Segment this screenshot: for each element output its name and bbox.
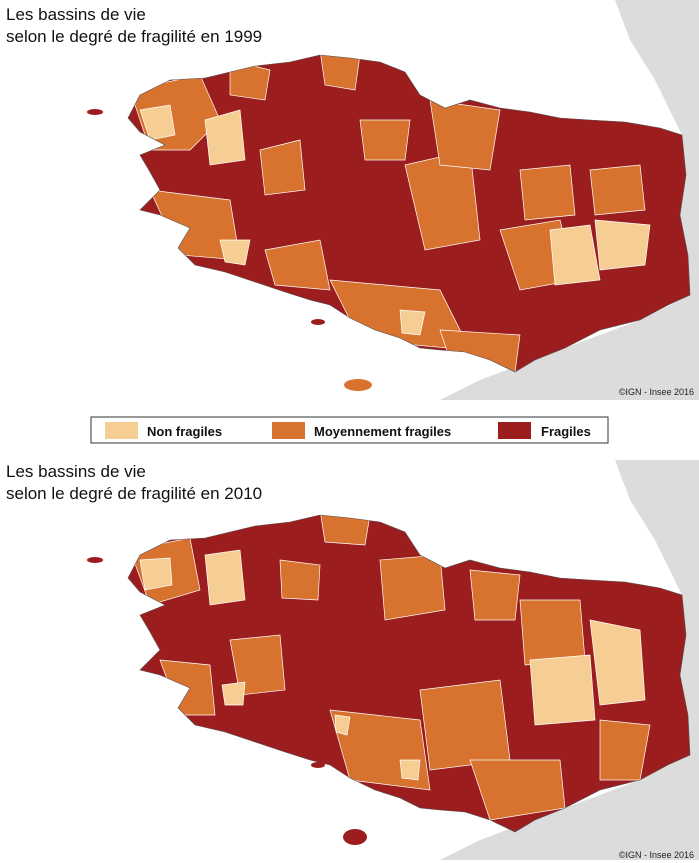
credit: ©IGN - Insee 2016 — [619, 387, 694, 397]
map-title: Les bassins de vie — [6, 5, 146, 24]
map-1999: Les bassins de vie selon le degré de fra… — [6, 0, 699, 400]
island — [311, 319, 325, 325]
island — [343, 829, 367, 845]
regions — [129, 55, 651, 372]
island — [87, 557, 103, 563]
map-title: Les bassins de vie — [6, 462, 146, 481]
legend-label: Fragiles — [541, 424, 591, 439]
legend: Non fragiles Moyennement fragiles Fragil… — [90, 416, 609, 444]
map-2010: Les bassins de vie selon le degré de fra… — [6, 460, 699, 860]
regions — [129, 515, 651, 821]
map-title: selon le degré de fragilité en 2010 — [6, 484, 262, 503]
island — [344, 379, 372, 391]
island — [87, 109, 103, 115]
credit: ©IGN - Insee 2016 — [619, 850, 694, 860]
legend-swatch — [498, 422, 531, 439]
island — [311, 762, 325, 768]
legend-label: Moyennement fragiles — [314, 424, 451, 439]
legend-label: Non fragiles — [147, 424, 222, 439]
legend-swatch — [272, 422, 305, 439]
legend-swatch — [105, 422, 138, 439]
map-title: selon le degré de fragilité en 1999 — [6, 27, 262, 46]
